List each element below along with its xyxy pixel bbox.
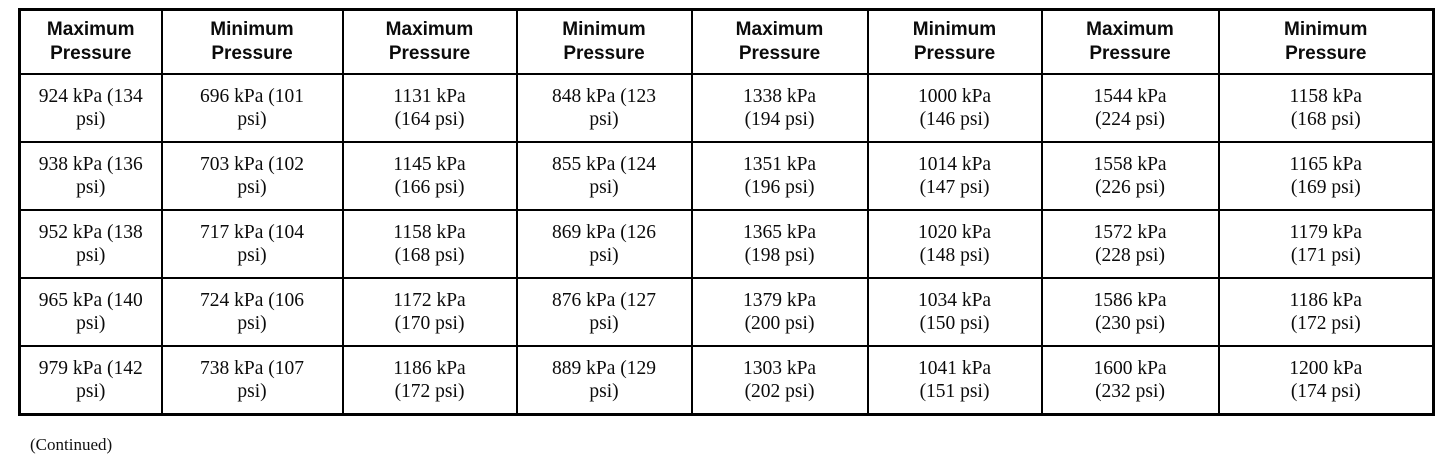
table-row: 952 kPa (138 psi) 717 kPa (104 psi) 1158…: [18, 209, 1435, 279]
table-cell: 979 kPa (142 psi): [18, 345, 163, 416]
table-cell: 1303 kPa (202 psi): [690, 345, 869, 416]
table-cell: 1020 kPa (148 psi): [866, 209, 1043, 279]
table-cell: 1172 kPa (170 psi): [341, 277, 518, 347]
table-cell: 1544 kPa (224 psi): [1040, 73, 1220, 143]
pressure-table: Maximum Pressure Minimum Pressure Maximu…: [18, 8, 1435, 416]
column-header-max-3: Maximum Pressure: [690, 8, 869, 75]
table-cell: 1014 kPa (147 psi): [866, 141, 1043, 211]
table-cell: 1200 kPa (174 psi): [1217, 345, 1435, 416]
table-cell: 1600 kPa (232 psi): [1040, 345, 1220, 416]
table-cell: 1351 kPa (196 psi): [690, 141, 869, 211]
table-cell: 1034 kPa (150 psi): [866, 277, 1043, 347]
table-cell: 1572 kPa (228 psi): [1040, 209, 1220, 279]
table-cell: 1158 kPa (168 psi): [1217, 73, 1435, 143]
table-cell: 952 kPa (138 psi): [18, 209, 163, 279]
table-cell: 1000 kPa (146 psi): [866, 73, 1043, 143]
column-header-min-3: Minimum Pressure: [866, 8, 1043, 75]
column-header-max-4: Maximum Pressure: [1040, 8, 1220, 75]
column-header-min-1: Minimum Pressure: [160, 8, 344, 75]
table-cell: 724 kPa (106 psi): [160, 277, 344, 347]
table-cell: 1186 kPa (172 psi): [341, 345, 518, 416]
table-cell: 1131 kPa (164 psi): [341, 73, 518, 143]
table-cell: 855 kPa (124 psi): [515, 141, 693, 211]
column-header-min-4: Minimum Pressure: [1217, 8, 1435, 75]
table-cell: 1041 kPa (151 psi): [866, 345, 1043, 416]
column-header-min-2: Minimum Pressure: [515, 8, 693, 75]
table-row: 924 kPa (134 psi) 696 kPa (101 psi) 1131…: [18, 73, 1435, 143]
table-row: 979 kPa (142 psi) 738 kPa (107 psi) 1186…: [18, 345, 1435, 416]
table-cell: 703 kPa (102 psi): [160, 141, 344, 211]
table-cell: 869 kPa (126 psi): [515, 209, 693, 279]
column-header-max-2: Maximum Pressure: [341, 8, 518, 75]
table-cell: 1179 kPa (171 psi): [1217, 209, 1435, 279]
table-cell: 848 kPa (123 psi): [515, 73, 693, 143]
table-cell: 1365 kPa (198 psi): [690, 209, 869, 279]
table-cell: 938 kPa (136 psi): [18, 141, 163, 211]
table-cell: 1379 kPa (200 psi): [690, 277, 869, 347]
table-cell: 1158 kPa (168 psi): [341, 209, 518, 279]
column-header-max-1: Maximum Pressure: [18, 8, 163, 75]
table-cell: 889 kPa (129 psi): [515, 345, 693, 416]
table-cell: 738 kPa (107 psi): [160, 345, 344, 416]
table-cell: 1145 kPa (166 psi): [341, 141, 518, 211]
table-cell: 876 kPa (127 psi): [515, 277, 693, 347]
table-row: 938 kPa (136 psi) 703 kPa (102 psi) 1145…: [18, 141, 1435, 211]
table-cell: 1586 kPa (230 psi): [1040, 277, 1220, 347]
continued-note: (Continued): [30, 435, 113, 454]
header-row: Maximum Pressure Minimum Pressure Maximu…: [18, 8, 1435, 75]
table-cell: 1186 kPa (172 psi): [1217, 277, 1435, 347]
table-row: 965 kPa (140 psi) 724 kPa (106 psi) 1172…: [18, 277, 1435, 347]
table-cell: 924 kPa (134 psi): [18, 73, 163, 143]
table-cell: 1558 kPa (226 psi): [1040, 141, 1220, 211]
table-cell: 965 kPa (140 psi): [18, 277, 163, 347]
table-cell: 1165 kPa (169 psi): [1217, 141, 1435, 211]
table-cell: 696 kPa (101 psi): [160, 73, 344, 143]
table-cell: 1338 kPa (194 psi): [690, 73, 869, 143]
table-cell: 717 kPa (104 psi): [160, 209, 344, 279]
